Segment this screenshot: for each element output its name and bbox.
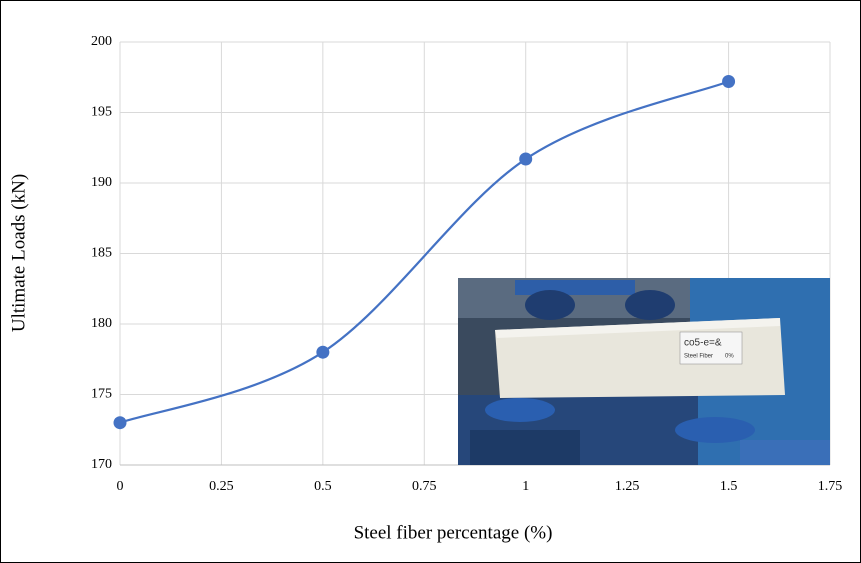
x-axis-label: Steel fiber percentage (%) (354, 522, 553, 543)
y-axis-label: Ultimate Loads (kN) (8, 174, 29, 332)
x-tick-label: 1 (522, 479, 529, 494)
marker (114, 416, 127, 429)
photo-label: 0% (725, 354, 734, 360)
photo-label: Steel Fiber (684, 354, 713, 360)
x-tick-label: 0.5 (314, 479, 332, 494)
y-tick-label: 195 (91, 105, 112, 120)
x-tick-label: 1.75 (818, 479, 843, 494)
x-tick-label: 0.75 (412, 479, 437, 494)
marker (519, 153, 532, 166)
x-tick-label: 1.25 (615, 479, 640, 494)
x-tick-label: 0.25 (209, 479, 234, 494)
y-tick-label: 190 (91, 175, 112, 190)
y-tick-label: 180 (91, 316, 112, 331)
chart: Steel fiber percentage (%) Ultimate Load… (0, 0, 861, 563)
inset-photo: co5-e=& Steel Fiber 0% (458, 278, 830, 465)
x-tick-label: 1.5 (720, 479, 738, 494)
marker (316, 346, 329, 359)
y-tick-label: 170 (91, 457, 112, 472)
marker (722, 75, 735, 88)
photo-label: co5-e=& (684, 338, 722, 349)
page: Steel fiber percentage (%) Ultimate Load… (0, 0, 861, 563)
x-tick-label: 0 (117, 479, 124, 494)
y-tick-label: 185 (91, 246, 112, 261)
y-tick-label: 175 (91, 387, 112, 402)
y-tick-label: 200 (91, 34, 112, 49)
